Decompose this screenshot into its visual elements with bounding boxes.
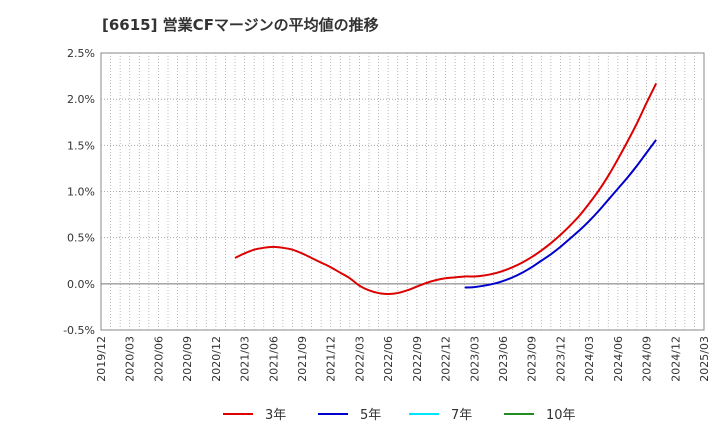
x-tick-label: 2024/09	[641, 336, 654, 382]
x-tick-label: 2020/09	[181, 336, 194, 382]
y-tick-label: 1.0%	[67, 186, 95, 199]
y-tick-label: 2.0%	[67, 93, 95, 106]
legend-label-4: 10年	[546, 408, 576, 423]
x-tick-label: 2020/03	[124, 336, 137, 382]
series-line-1	[234, 83, 658, 295]
series-layer	[234, 83, 658, 295]
legend-label-1: 3年	[265, 408, 286, 423]
x-tick-label: 2020/06	[152, 336, 165, 382]
x-tick-label: 2021/12	[325, 336, 338, 382]
x-tick-label: 2022/12	[440, 336, 453, 382]
x-tick-label: 2019/12	[95, 336, 108, 382]
y-tick-label: 2.5%	[67, 47, 95, 60]
x-tick-label: 2023/06	[497, 336, 510, 382]
y-tick-label: 0.0%	[67, 278, 95, 291]
x-tick-label: 2024/06	[612, 336, 625, 382]
x-tick-label: 2020/12	[210, 336, 223, 382]
legend: 3年 5年 7年 10年	[223, 408, 576, 423]
x-tick-label: 2023/09	[526, 336, 539, 382]
x-tick-label: 2025/03	[698, 336, 711, 382]
x-tick-label: 2022/03	[353, 336, 366, 382]
x-tick-label: 2024/03	[583, 336, 596, 382]
grid-layer	[100, 52, 705, 331]
y-tick-label: 1.5%	[67, 139, 95, 152]
legend-label-2: 5年	[360, 408, 381, 423]
legend-label-3: 7年	[451, 408, 472, 423]
x-tick-label: 2021/03	[239, 336, 252, 382]
y-tick-label: -0.5%	[63, 324, 95, 337]
x-tick-label: 2023/12	[554, 336, 567, 382]
y-tick-label: 0.5%	[67, 232, 95, 245]
x-tick-label: 2022/06	[382, 336, 395, 382]
axis-layer: 2.5% 2.0% 1.5% 1.0% 0.5% 0.0% -0.5%2019/12 2020…	[63, 47, 711, 382]
x-tick-label: 2022/09	[411, 336, 424, 382]
x-tick-label: 2023/03	[468, 336, 481, 382]
series-line-2	[464, 139, 657, 289]
x-tick-label: 2021/06	[267, 336, 280, 382]
x-tick-label: 2024/12	[669, 336, 682, 382]
chart-title: [6615] 営業CFマージンの平均値の推移	[102, 16, 379, 34]
x-tick-label: 2021/09	[296, 336, 309, 382]
